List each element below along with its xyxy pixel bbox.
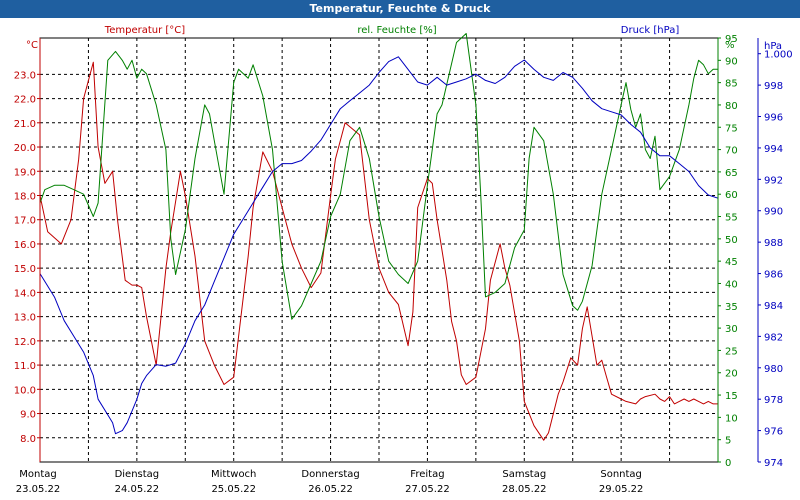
- pressure-tick-label: 974: [764, 458, 783, 469]
- humidity-tick-label: 85: [725, 79, 738, 90]
- pressure-tick-label: 978: [764, 395, 783, 406]
- day-label: Donnerstag: [301, 469, 359, 480]
- humidity-tick-label: 90: [725, 56, 738, 67]
- chart-grid: [39, 37, 719, 463]
- pressure-tick-label: 992: [764, 175, 783, 186]
- temperature-tick-label: 9.0: [20, 410, 36, 421]
- temperature-tick-label: 10.0: [14, 385, 36, 396]
- day-label: Mittwoch: [211, 469, 256, 480]
- temperature-tick-label: 11.0: [14, 361, 36, 372]
- humidity-tick-label: 25: [725, 346, 738, 357]
- day-label: Dienstag: [115, 469, 160, 480]
- series-line-humidity: [39, 33, 718, 320]
- pressure-axis-title: Druck [hPa]: [621, 25, 680, 36]
- date-label: 24.05.22: [115, 484, 160, 495]
- humidity-tick-label: 40: [725, 279, 738, 290]
- humidity-axis-title: rel. Feuchte [%]: [357, 25, 436, 36]
- humidity-unit: %: [725, 40, 735, 51]
- day-label: Sonntag: [600, 469, 642, 480]
- humidity-tick-label: 75: [725, 123, 738, 134]
- temperature-tick-label: 23.0: [14, 70, 36, 81]
- chart-labels: 8.0 9.0 10.0 11.0 12.0 13.0 14.0 15.0 16.0 17.0 18…: [14, 25, 793, 495]
- humidity-tick-label: 10: [725, 413, 738, 424]
- humidity-tick-label: 55: [725, 213, 738, 224]
- temperature-tick-label: 21.0: [14, 119, 36, 130]
- temperature-tick-label: 8.0: [20, 434, 36, 445]
- window-title: Temperatur, Feuchte & Druck: [0, 0, 800, 18]
- humidity-tick-label: 80: [725, 101, 738, 112]
- humidity-tick-label: 5: [725, 436, 731, 447]
- temperature-tick-label: 15.0: [14, 264, 36, 275]
- temperature-tick-label: 19.0: [14, 167, 36, 178]
- humidity-tick-label: 50: [725, 235, 738, 246]
- temperature-tick-label: 13.0: [14, 313, 36, 324]
- date-label: 28.05.22: [502, 484, 547, 495]
- temperature-tick-label: 22.0: [14, 95, 36, 106]
- humidity-tick-label: 95: [725, 34, 738, 45]
- pressure-tick-label: 976: [764, 427, 783, 438]
- temperature-tick-label: 20.0: [14, 143, 36, 154]
- pressure-tick-label: 984: [764, 301, 783, 312]
- humidity-tick-label: 20: [725, 369, 738, 380]
- humidity-tick-label: 65: [725, 168, 738, 179]
- humidity-tick-label: 45: [725, 257, 738, 268]
- chart-axes: [37, 37, 761, 463]
- pressure-tick-label: 988: [764, 238, 783, 249]
- date-label: 25.05.22: [211, 484, 256, 495]
- temperature-tick-label: 12.0: [14, 337, 36, 348]
- pressure-tick-label: 986: [764, 270, 783, 281]
- humidity-tick-label: 30: [725, 324, 738, 335]
- date-label: 23.05.22: [16, 484, 61, 495]
- temperature-unit: °C: [26, 40, 38, 51]
- date-label: 29.05.22: [599, 484, 644, 495]
- temperature-tick-label: 17.0: [14, 216, 36, 227]
- pressure-tick-label: 1.000: [764, 50, 793, 61]
- temperature-axis-title: Temperatur [°C]: [104, 25, 185, 36]
- date-label: 27.05.22: [405, 484, 450, 495]
- day-label: Samstag: [502, 469, 546, 480]
- pressure-tick-label: 990: [764, 207, 783, 218]
- pressure-tick-label: 982: [764, 332, 783, 343]
- day-label: Montag: [19, 469, 56, 480]
- temperature-tick-label: 14.0: [14, 288, 36, 299]
- humidity-tick-label: 0: [725, 458, 731, 469]
- series-line-temperature: [39, 61, 718, 441]
- pressure-tick-label: 996: [764, 113, 783, 124]
- pressure-tick-label: 994: [764, 144, 783, 155]
- humidity-tick-label: 70: [725, 146, 738, 157]
- humidity-tick-label: 15: [725, 391, 738, 402]
- pressure-tick-label: 998: [764, 81, 783, 92]
- temperature-tick-label: 18.0: [14, 191, 36, 202]
- temperature-tick-label: 16.0: [14, 240, 36, 251]
- day-label: Freitag: [410, 469, 444, 480]
- pressure-tick-label: 980: [764, 364, 783, 375]
- date-label: 26.05.22: [308, 484, 353, 495]
- series-line-pressure: [39, 56, 719, 435]
- humidity-tick-label: 35: [725, 302, 738, 313]
- chart-series: [39, 33, 719, 441]
- humidity-tick-label: 60: [725, 190, 738, 201]
- pressure-unit: hPa: [764, 41, 782, 52]
